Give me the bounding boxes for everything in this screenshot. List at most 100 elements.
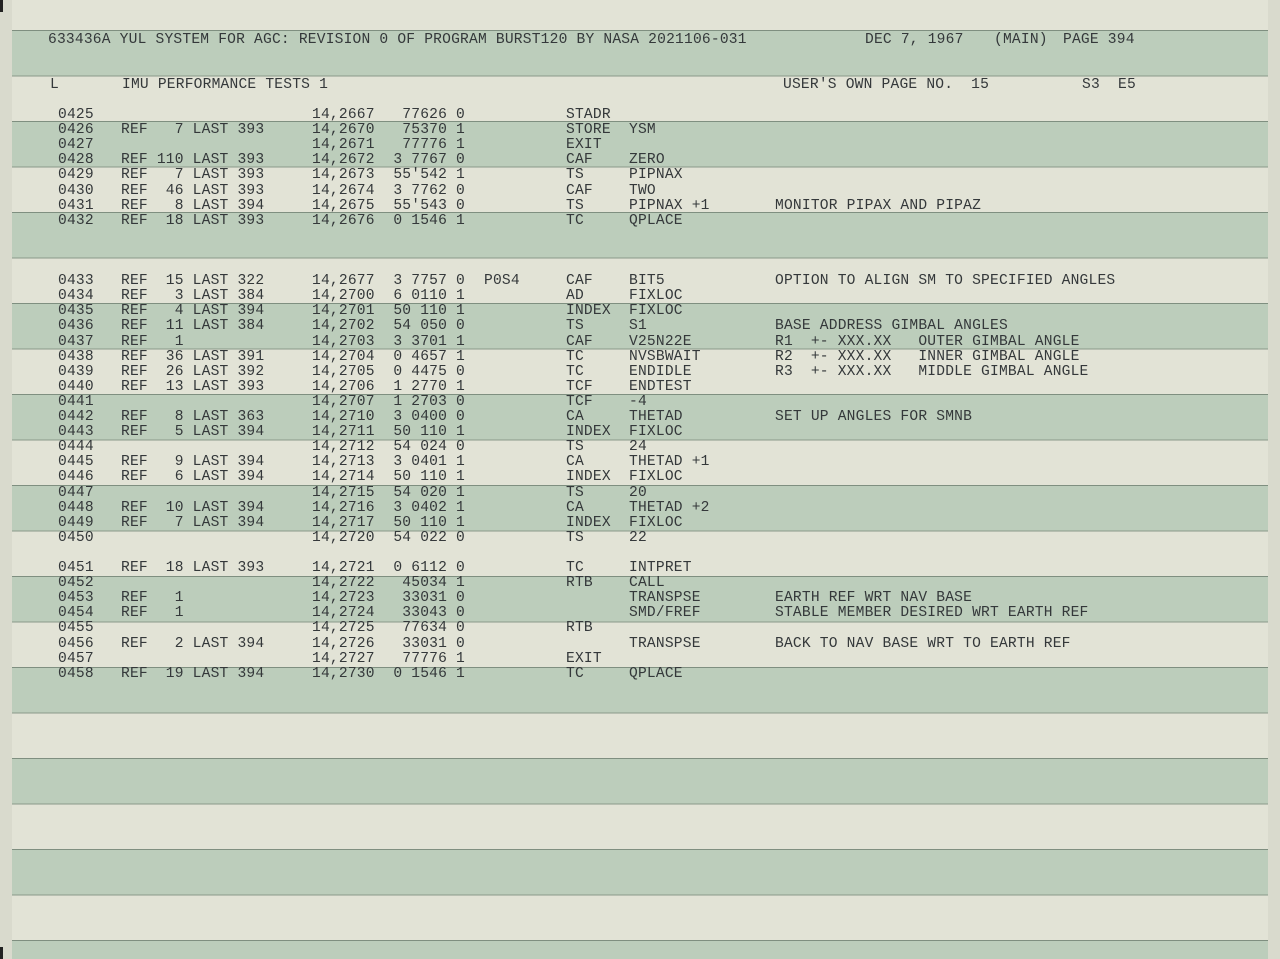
operand: ZERO <box>629 152 665 169</box>
operand: THETAD <box>629 409 683 425</box>
octal-word: 3 0402 1 <box>393 499 465 516</box>
operand: FIXLOC <box>629 514 683 531</box>
comment: BACK TO NAV BASE WRT TO EARTH REF <box>775 635 1071 652</box>
seq-number: 0444 <box>58 439 94 456</box>
octal-word: 33031 0 <box>402 590 465 607</box>
seq-number: 0437 <box>58 333 94 350</box>
opcode: STADR <box>566 107 611 123</box>
opcode: INDEX <box>566 303 611 320</box>
comment: OPTION TO ALIGN SM TO SPECIFIED ANGLES <box>775 273 1116 290</box>
address: 14,2713 <box>312 454 375 471</box>
operand: FIXLOC <box>629 424 683 441</box>
operand: THETAD +1 <box>629 454 710 471</box>
listing-title: 633436A YUL SYSTEM FOR AGC: REVISION 0 O… <box>48 32 747 48</box>
cross-reference: REF 26 LAST 392 <box>121 363 265 380</box>
octal-word: 3 0401 1 <box>393 454 465 471</box>
octal-word: 77634 0 <box>402 620 465 637</box>
address: 14,2721 <box>312 560 375 576</box>
octal-word: 3 0400 0 <box>393 409 465 425</box>
address: 14,2726 <box>312 635 375 652</box>
octal-word: 0 4657 1 <box>393 348 465 365</box>
seq-number: 0438 <box>58 348 94 365</box>
octal-word: 54 024 0 <box>393 439 465 456</box>
octal-word: 33031 0 <box>402 635 465 652</box>
address: 14,2711 <box>312 424 375 441</box>
address: 14,2704 <box>312 348 375 365</box>
address: 14,2706 <box>312 378 375 395</box>
operand: QPLACE <box>629 212 683 229</box>
seq-number: 0430 <box>58 182 94 199</box>
operand: ENDIDLE <box>629 363 692 380</box>
opcode: TCF <box>566 378 593 395</box>
cross-reference: REF 8 LAST 363 <box>121 409 265 425</box>
opcode: TC <box>566 212 584 229</box>
octal-word: 0 1546 1 <box>393 212 465 229</box>
cross-reference: REF 36 LAST 391 <box>121 348 265 365</box>
seq-number: 0441 <box>58 393 94 410</box>
address: 14,2677 <box>312 273 375 290</box>
cross-reference: REF 4 LAST 394 <box>121 303 265 320</box>
seq-number: 0426 <box>58 122 94 139</box>
cross-reference: REF 11 LAST 384 <box>121 318 265 335</box>
comment: R1 +- XXX.XX OUTER GIMBAL ANGLE <box>775 333 1080 350</box>
opcode: CAF <box>566 182 593 199</box>
page-edge-mark <box>0 0 3 12</box>
octal-word: 3 7762 0 <box>393 182 465 199</box>
address: 14,2705 <box>312 363 375 380</box>
seq-number: 0435 <box>58 303 94 320</box>
user-page-number: USER'S OWN PAGE NO. 15 <box>783 77 990 93</box>
octal-word: 33043 0 <box>402 605 465 622</box>
s-code: S3 <box>1082 77 1100 93</box>
octal-word: 75370 1 <box>402 122 465 139</box>
cross-reference: REF 5 LAST 394 <box>121 424 265 441</box>
opcode: TS <box>566 484 584 501</box>
operand: ENDTEST <box>629 378 692 395</box>
address: 14,2671 <box>312 137 375 154</box>
seq-number: 0451 <box>58 560 94 576</box>
seq-number: 0446 <box>58 469 94 486</box>
cross-reference: REF 110 LAST 393 <box>121 152 265 169</box>
opcode: CAF <box>566 273 593 290</box>
cross-reference: REF 3 LAST 384 <box>121 288 265 305</box>
address: 14,2727 <box>312 650 375 667</box>
address: 14,2702 <box>312 318 375 335</box>
cross-reference: REF 7 LAST 393 <box>121 122 265 139</box>
octal-word: 3 3701 1 <box>393 333 465 350</box>
operand: THETAD +2 <box>629 499 710 516</box>
octal-word: 77776 1 <box>402 650 465 667</box>
seq-number: 0448 <box>58 499 94 516</box>
address: 14,2707 <box>312 393 375 410</box>
opcode: INDEX <box>566 469 611 486</box>
operand: V25N22E <box>629 333 692 350</box>
operand: FIXLOC <box>629 288 683 305</box>
operand: S1 <box>629 318 647 335</box>
opcode: INDEX <box>566 514 611 531</box>
seq-number: 0431 <box>58 197 94 214</box>
address: 14,2710 <box>312 409 375 425</box>
listing-date: DEC 7, 1967 <box>865 32 964 48</box>
octal-word: 50 110 1 <box>393 303 465 320</box>
address: 14,2701 <box>312 303 375 320</box>
octal-word: 1 2770 1 <box>393 378 465 395</box>
address: 14,2674 <box>312 182 375 199</box>
comment: EARTH REF WRT NAV BASE <box>775 590 973 607</box>
comment: MONITOR PIPAX AND PIPAZ <box>775 197 982 214</box>
operand: INTPRET <box>629 560 692 576</box>
octal-word: 3 7757 0 <box>393 273 465 290</box>
cross-reference: REF 7 LAST 394 <box>121 514 265 531</box>
octal-word: 77626 0 <box>402 107 465 123</box>
operand: 20 <box>629 484 647 501</box>
comment: R2 +- XXX.XX INNER GIMBAL ANGLE <box>775 348 1080 365</box>
opcode: CA <box>566 454 584 471</box>
address: 14,2673 <box>312 167 375 184</box>
address: 14,2725 <box>312 620 375 637</box>
address: 14,2720 <box>312 529 375 546</box>
operand: PIPNAX <box>629 167 683 184</box>
octal-word: 6 0110 1 <box>393 288 465 305</box>
octal-word: 77776 1 <box>402 137 465 154</box>
address: 14,2717 <box>312 514 375 531</box>
operand: NVSBWAIT <box>629 348 701 365</box>
address: 14,2730 <box>312 665 375 682</box>
opcode: STORE <box>566 122 611 139</box>
opcode: CA <box>566 409 584 425</box>
